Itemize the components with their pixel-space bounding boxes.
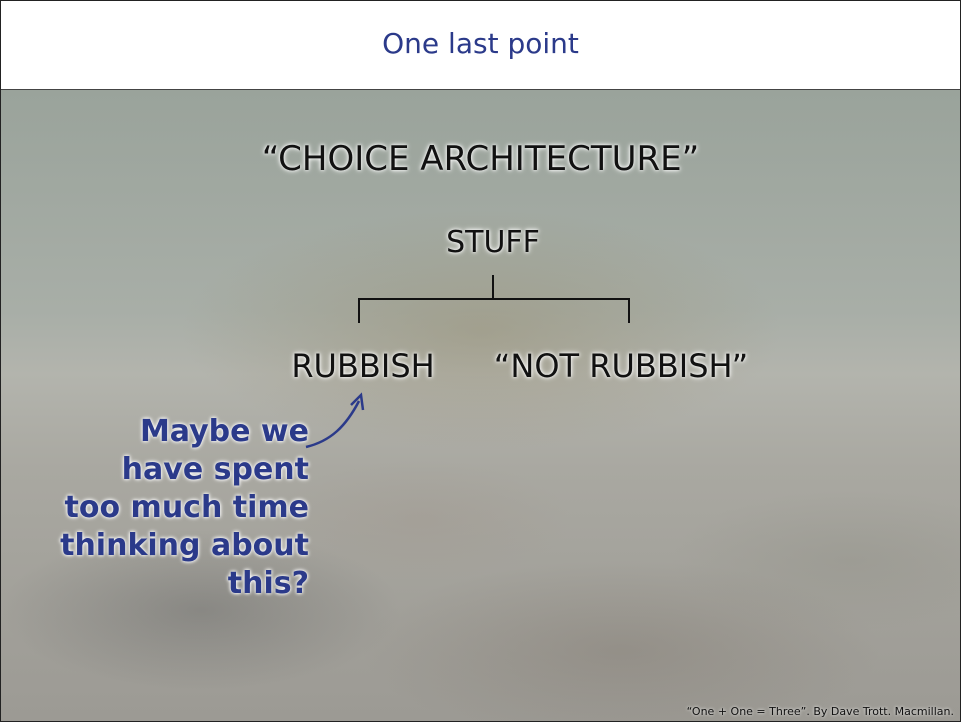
tree-child: RUBBISH: [263, 347, 463, 385]
bracket: [359, 299, 629, 323]
tree-child: “NOT RUBBISH”: [471, 347, 771, 385]
annotation-line: have spent: [60, 451, 309, 489]
slide: One last point “CHOICE ARCHITECTURE” STU…: [0, 0, 961, 722]
annotation-line: thinking about: [60, 527, 309, 565]
annotation-line: this?: [60, 565, 309, 603]
arrow: [306, 401, 359, 447]
annotation-line: too much time: [60, 489, 309, 527]
citation: “One + One = Three”. By Dave Trott. Macm…: [687, 705, 954, 718]
annotation-line: Maybe we: [60, 413, 309, 451]
annotation: Maybe we have spent too much time thinki…: [60, 413, 309, 603]
